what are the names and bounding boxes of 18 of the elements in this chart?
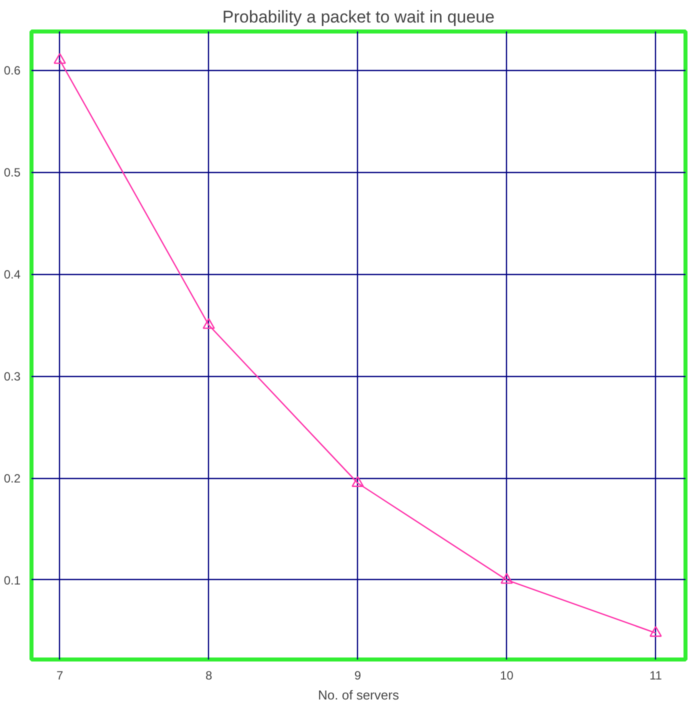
x-axis-title: No. of servers — [318, 688, 400, 702]
y-tick-label: 0.3 — [4, 370, 21, 384]
point — [500, 572, 513, 584]
y-tick-label: 0.5 — [4, 166, 21, 180]
x-tick-label: 9 — [354, 668, 362, 682]
x-tick-label: 8 — [205, 668, 212, 682]
point — [202, 318, 215, 329]
x-tick-label: 10 — [500, 668, 514, 682]
point — [650, 626, 662, 637]
y-tick-label: 0.4 — [4, 268, 21, 282]
y-tick-label: 0.2 — [4, 472, 21, 486]
chart-title: Probability a packet to wait in queue — [222, 8, 495, 26]
y-tick-label: 0.6 — [4, 64, 21, 78]
point — [54, 53, 66, 64]
x-tick-label: 11 — [649, 668, 662, 682]
y-tick-label: 0.1 — [4, 573, 21, 588]
point — [352, 476, 364, 487]
x-tick-label: 7 — [56, 668, 64, 682]
